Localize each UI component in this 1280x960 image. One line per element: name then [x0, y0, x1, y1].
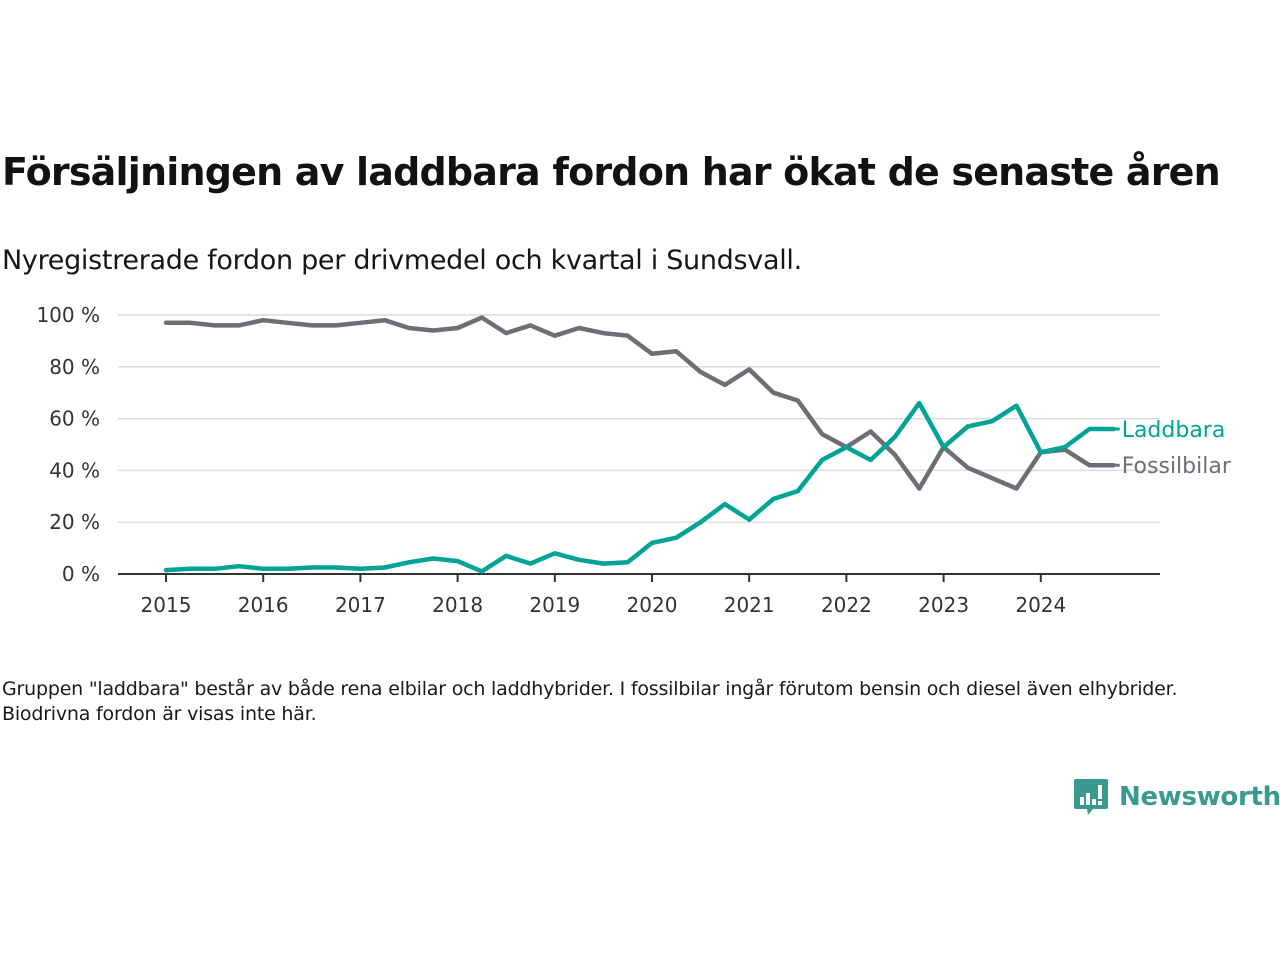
series-labels: Fossilbilar Laddbara	[1115, 418, 1232, 479]
x-axis: 2015 2016 2017 2018 2019 2020 2021 2022 2023 2024	[118, 573, 1160, 617]
line-chart: 0 %20 %40 %60 %80 %100 % 2015 2016 2017 201…	[36, 303, 1232, 617]
x-tick-label: 2022	[821, 593, 872, 617]
newsworthy-logo[interactable]: Newsworthy	[1073, 777, 1280, 817]
x-tick-label: 2024	[1015, 593, 1066, 617]
y-tick-label: 80 %	[49, 355, 100, 379]
series-label-fossilbilar: Fossilbilar	[1122, 454, 1232, 479]
y-axis-ticks: 0 % 20 % 40 % 60 % 80 % 100 %	[36, 303, 100, 586]
x-tick-label: 2017	[335, 593, 386, 617]
x-tick-label: 2018	[432, 593, 483, 617]
x-tick-label: 2015	[141, 593, 192, 617]
newsworthy-logo-text: Newsworthy	[1119, 782, 1280, 812]
x-tick-label: 2019	[529, 593, 580, 617]
newsworthy-chart-icon	[1074, 779, 1108, 815]
y-tick-label: 100 %	[36, 303, 100, 327]
y-tick-label: 20 %	[49, 510, 100, 534]
x-tick-label: 2021	[724, 593, 775, 617]
chart-subtitle: Nyregistrerade fordon per drivmedel och …	[2, 245, 802, 276]
y-tick-label: 40 %	[49, 458, 100, 482]
series-line-fossilbilar	[163, 315, 1116, 491]
y-tick-label: 0 %	[62, 562, 100, 586]
y-tick-label: 60 %	[49, 407, 100, 431]
series-label-laddbara: Laddbara	[1122, 418, 1226, 443]
gridlines	[118, 314, 1160, 523]
series-lines	[163, 315, 1116, 574]
x-tick-label: 2023	[918, 593, 969, 617]
series-line-laddbara	[163, 400, 1116, 574]
chart-footnote: Gruppen "laddbara" består av både rena e…	[2, 678, 1178, 725]
x-tick-label: 2016	[238, 593, 289, 617]
chart-title: Försäljningen av laddbara fordon har öka…	[2, 150, 1221, 194]
x-tick-label: 2020	[627, 593, 678, 617]
